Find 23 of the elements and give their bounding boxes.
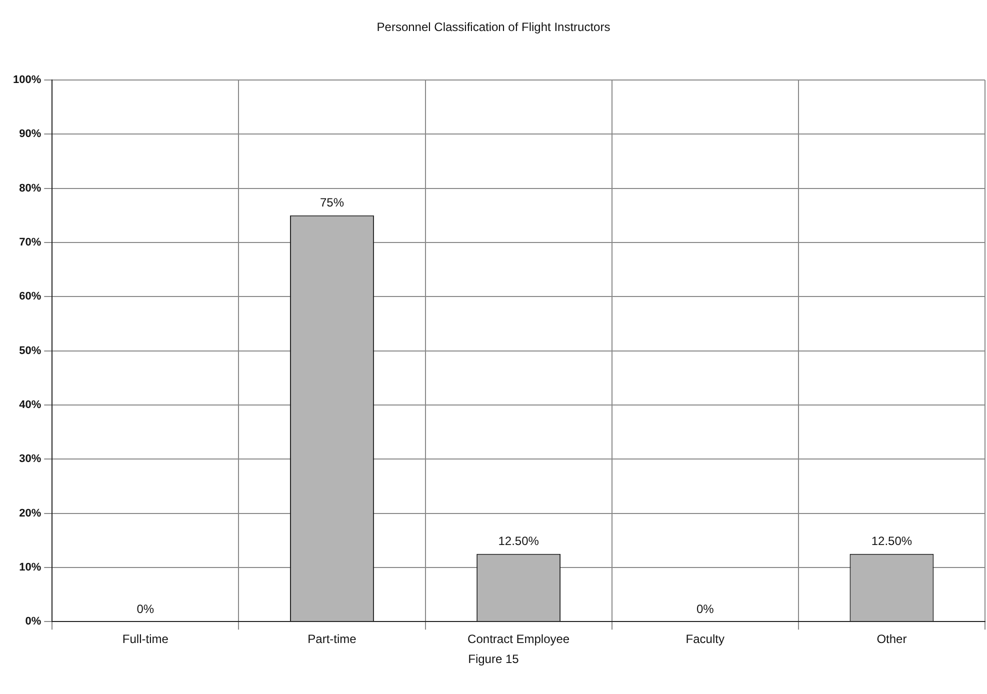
y-tick-label: 70% <box>19 236 42 249</box>
data-label: 0% <box>696 602 714 616</box>
caption: Figure 15 <box>467 652 520 666</box>
y-tick-label: 40% <box>19 398 42 411</box>
y-tick-label: 0% <box>25 616 42 628</box>
y-tick-label: 100% <box>12 74 42 86</box>
y-tick-label: 30% <box>19 453 42 466</box>
data-label: 12.50% <box>498 534 540 548</box>
x-tick-label: Part-time <box>308 632 357 646</box>
data-label: 0% <box>136 602 154 616</box>
data-label: 12.50% <box>871 534 912 548</box>
y-tick-label: 10% <box>19 561 42 574</box>
y-tick-label: 20% <box>19 507 42 520</box>
chart-title: Personnel Classification of Flight Instructors <box>376 20 612 34</box>
y-tick-label: 90% <box>19 128 42 140</box>
x-tick-label: Other <box>876 632 907 646</box>
x-tick-label: Faculty <box>686 632 724 646</box>
y-tick-label: 80% <box>19 182 42 194</box>
y-tick-label: 60% <box>19 290 42 303</box>
y-tick-label: 50% <box>19 344 42 357</box>
x-tick-label: Full-time <box>122 632 169 646</box>
x-tick-label: Contract Employee <box>468 632 570 646</box>
data-label: 75% <box>320 196 344 210</box>
